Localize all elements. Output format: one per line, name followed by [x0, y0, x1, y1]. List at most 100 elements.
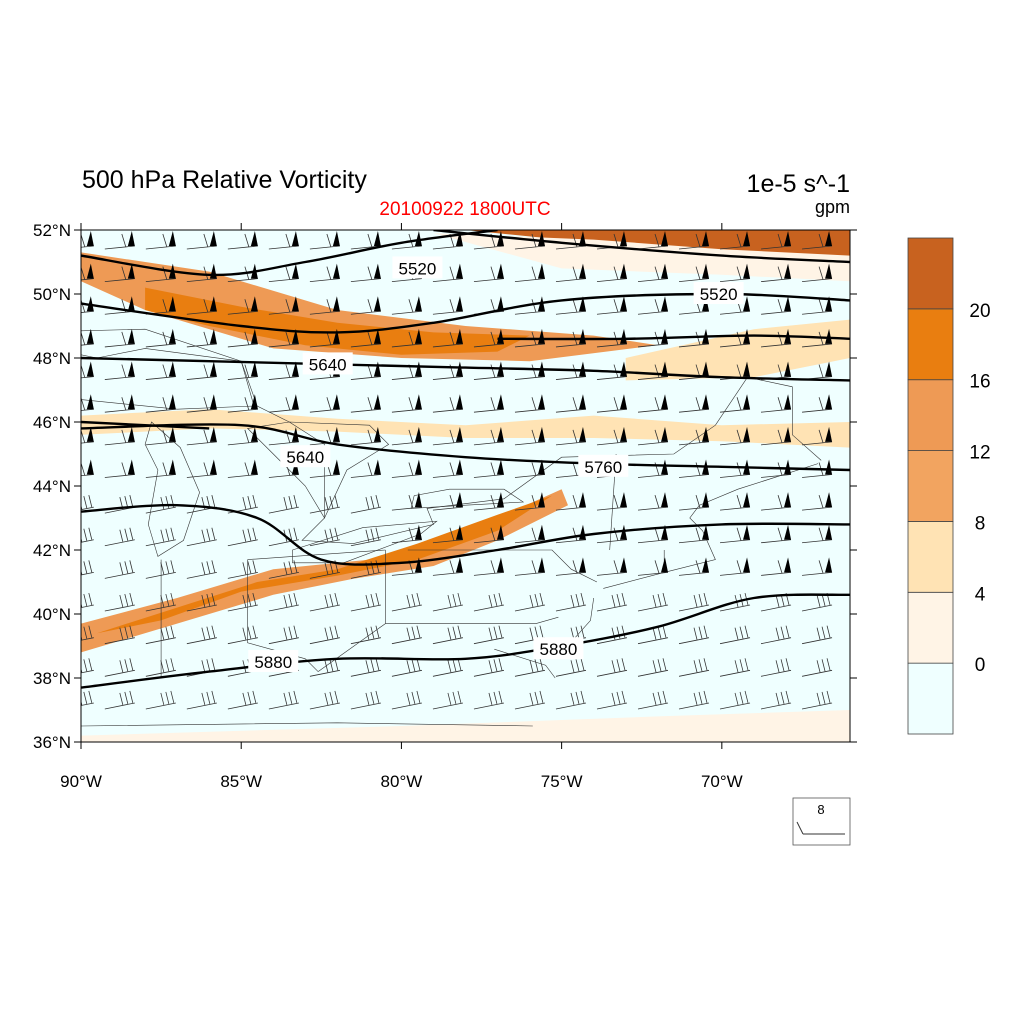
border-line-3 — [247, 549, 386, 560]
legend-label: 12 — [969, 443, 990, 464]
wind-barb — [514, 592, 546, 612]
wind-barb — [473, 328, 504, 348]
legend-swatch — [907, 379, 954, 451]
wind-barb — [473, 263, 504, 283]
wind-barb — [761, 263, 792, 283]
wind-barb — [309, 231, 340, 250]
wind-barb — [719, 231, 751, 250]
wind-barb — [186, 690, 217, 710]
wind-barb — [268, 296, 299, 315]
wind-barb — [268, 231, 299, 250]
wind-barb — [350, 658, 381, 677]
wind-barb — [227, 560, 258, 579]
wind-barb — [802, 394, 833, 413]
wind-barb — [227, 296, 258, 315]
wind-barb — [227, 426, 258, 446]
datetime-label: 20100922 1800UTC — [379, 199, 551, 220]
wind-barb — [678, 690, 710, 710]
wind-barb — [761, 394, 792, 413]
wind-barb — [391, 296, 422, 315]
x-tick-label: 90°W — [60, 772, 102, 791]
wind-barb — [760, 690, 792, 710]
wind-barb — [555, 592, 587, 612]
wind-barb — [473, 394, 504, 413]
vorticity-shade-4 — [97, 495, 552, 634]
wind-barb — [801, 690, 833, 710]
wind-barb — [678, 524, 710, 544]
wind-barb — [802, 263, 833, 283]
wind-barb — [596, 690, 628, 710]
wind-barb — [268, 625, 299, 645]
wind-barb — [761, 296, 792, 315]
wind-barb — [678, 394, 710, 413]
wind-barb — [432, 263, 463, 283]
wind-barb — [350, 527, 381, 547]
wind-barb — [514, 557, 546, 576]
contour-5640 — [81, 423, 850, 472]
wind-barb — [678, 426, 710, 446]
wind-barb — [104, 394, 135, 413]
wind-barb — [473, 524, 504, 544]
contour-label-bg — [392, 256, 443, 279]
contour-5880 — [81, 593, 850, 689]
x-tick-label: 70°W — [701, 772, 743, 791]
contour-label-bg — [302, 352, 353, 375]
wind-barb — [186, 296, 217, 315]
wind-barb — [268, 361, 299, 380]
wind-barb — [104, 459, 135, 478]
reference-vector-box: 8 — [792, 797, 851, 846]
lake-outline-4 — [410, 488, 525, 509]
wind-barb — [104, 658, 135, 677]
wind-barb — [227, 328, 258, 348]
wind-barb — [391, 592, 423, 612]
contour-label: 5880 — [540, 640, 578, 659]
fill-units-label: 1e-5 s^-1 — [746, 170, 850, 198]
wind-barb — [473, 690, 505, 710]
wind-barb — [802, 557, 833, 576]
vorticity-shade-2 — [145, 287, 530, 355]
vorticity-shade-6 — [625, 319, 850, 381]
wind-barb — [596, 296, 628, 315]
wind-barb — [555, 296, 587, 315]
wind-barb — [802, 426, 833, 446]
contour-label: 5520 — [700, 285, 738, 304]
wind-barb — [186, 459, 217, 478]
wind-barb — [350, 361, 381, 380]
map-content: 5520 5520 5640 5640 5760 5880 5880 — [81, 230, 850, 742]
wind-barb — [350, 459, 381, 478]
wind-barb — [596, 658, 628, 677]
wind-barb — [268, 495, 299, 514]
contour-5640 — [497, 334, 850, 341]
wind-barb — [596, 263, 628, 283]
legend-swatch — [907, 521, 954, 593]
wind-barb — [104, 625, 135, 645]
wind-barb — [309, 690, 340, 710]
y-tick-label: 40°N — [33, 605, 71, 624]
wind-barb — [637, 296, 669, 315]
wind-barb — [104, 592, 135, 612]
wind-barb — [678, 492, 710, 511]
wind-barb — [309, 394, 340, 413]
wind-barb — [309, 658, 340, 677]
wind-barb — [761, 557, 792, 576]
wind-barb — [719, 492, 751, 511]
legend-swatch — [907, 450, 954, 522]
wind-barb — [596, 426, 628, 446]
wind-barb — [104, 361, 135, 380]
wind-barb — [391, 625, 423, 645]
contour-5760 — [81, 503, 850, 566]
x-tick-label: 85°W — [220, 772, 262, 791]
wind-barb — [432, 426, 463, 446]
wind-barb — [268, 263, 299, 283]
wind-barb — [802, 492, 833, 511]
contour-label-bg — [280, 445, 331, 468]
wind-barbs — [81, 231, 833, 710]
wind-barb — [719, 625, 751, 645]
wind-barb — [350, 495, 381, 514]
wind-barb — [186, 592, 217, 612]
wind-barb — [186, 361, 217, 380]
wind-barb — [719, 690, 751, 710]
legend-label: 20 — [969, 301, 990, 322]
wind-barb — [145, 625, 176, 645]
wind-barb — [555, 263, 587, 283]
